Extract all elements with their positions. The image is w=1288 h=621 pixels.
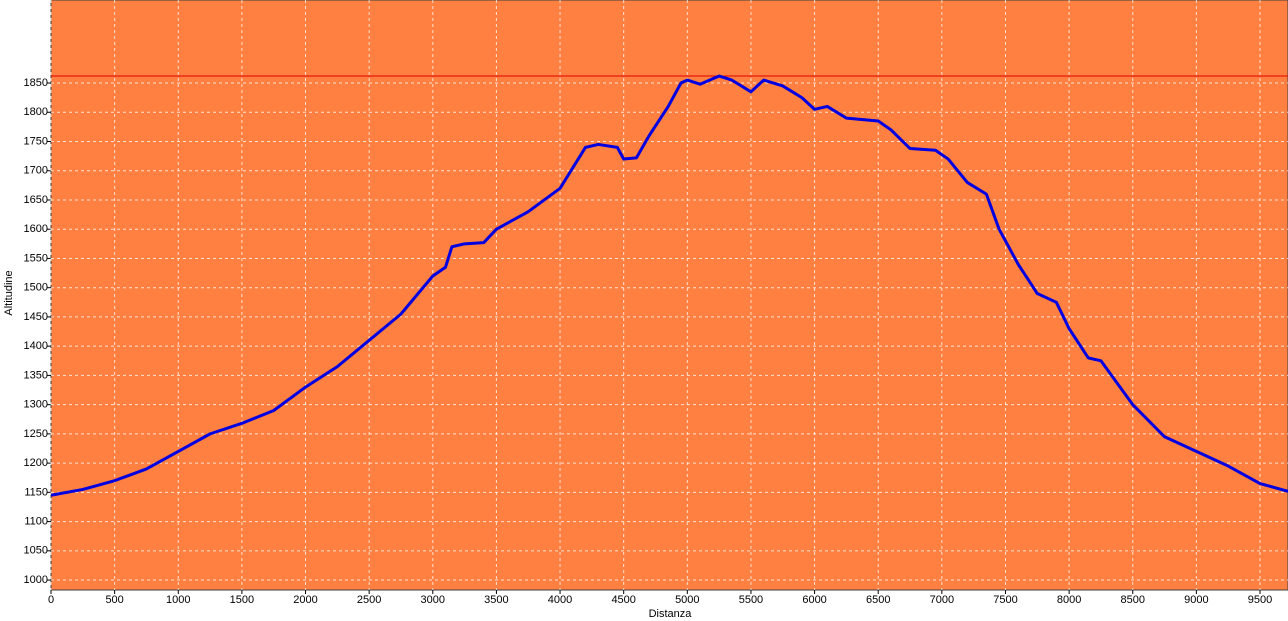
x-tick-label: 500 bbox=[105, 594, 123, 606]
x-tick-label: 1000 bbox=[166, 594, 190, 606]
y-tick-label: 1850 bbox=[24, 77, 48, 89]
y-tick-label: 1450 bbox=[24, 311, 48, 323]
x-tick-label: 2000 bbox=[293, 594, 317, 606]
x-tick-label: 6500 bbox=[866, 594, 890, 606]
y-tick-label: 1250 bbox=[24, 428, 48, 440]
elevation-line bbox=[50, 74, 1288, 497]
y-tick-label: 1650 bbox=[24, 194, 48, 206]
y-tick-label: 1800 bbox=[24, 106, 48, 118]
x-tick-label: 8000 bbox=[1057, 594, 1081, 606]
x-tick-label: 3000 bbox=[421, 594, 445, 606]
x-tick-label: 3500 bbox=[484, 594, 508, 606]
x-axis-label: Distanza bbox=[649, 608, 693, 620]
x-tick-label: 5500 bbox=[739, 594, 763, 606]
y-tick-label: 1750 bbox=[24, 135, 48, 147]
y-axis-label: Altitudine bbox=[3, 270, 15, 315]
y-tick-label: 1100 bbox=[24, 515, 48, 527]
plot-area bbox=[50, 0, 1288, 591]
x-tick-label: 0 bbox=[48, 594, 54, 606]
y-tick-label: 1400 bbox=[24, 340, 48, 352]
y-tick-label: 1700 bbox=[24, 165, 48, 177]
x-tick-label: 6000 bbox=[802, 594, 826, 606]
x-tick-label: 4500 bbox=[611, 594, 635, 606]
y-tick-label: 1300 bbox=[24, 399, 48, 411]
y-tick-label: 1600 bbox=[24, 223, 48, 235]
x-tick-label: 2500 bbox=[357, 594, 381, 606]
x-tick-label: 1500 bbox=[230, 594, 254, 606]
y-tick-label: 1500 bbox=[24, 282, 48, 294]
x-tick-label: 7000 bbox=[930, 594, 954, 606]
y-tick-label: 1550 bbox=[24, 252, 48, 264]
x-tick-label: 7500 bbox=[993, 594, 1017, 606]
y-tick-label: 1200 bbox=[24, 457, 48, 469]
y-tick-label: 1350 bbox=[24, 369, 48, 381]
x-tick-label: 5000 bbox=[675, 594, 699, 606]
x-tick-label: 9000 bbox=[1184, 594, 1208, 606]
y-tick-label: 1000 bbox=[24, 574, 48, 586]
x-tick-label: 8500 bbox=[1120, 594, 1144, 606]
x-tick-label: 9500 bbox=[1248, 594, 1272, 606]
y-tick-label: 1050 bbox=[24, 545, 48, 557]
y-tick-label: 1150 bbox=[24, 486, 48, 498]
x-tick-label: 4000 bbox=[548, 594, 572, 606]
